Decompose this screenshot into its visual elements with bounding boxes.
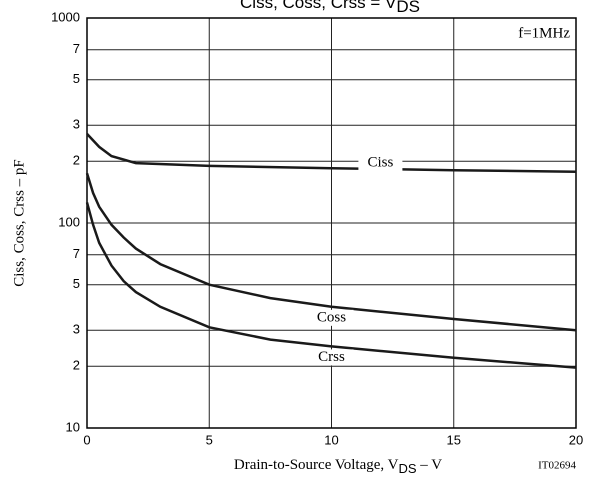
y-tick-label: 7	[73, 246, 80, 261]
x-axis-label: Drain-to-Source Voltage, VDS – V	[234, 457, 442, 476]
x-tick-label: 20	[569, 432, 583, 447]
y-tick-label: 5	[73, 276, 80, 291]
y-tick-label: 10	[66, 419, 80, 434]
series-line	[85, 202, 577, 369]
x-label-sub: DS	[398, 461, 416, 476]
y-tick-label: 2	[73, 358, 80, 373]
series-label: Crss	[318, 349, 345, 365]
y-tick-label: 100	[58, 214, 80, 229]
y-tick-label: 5	[73, 71, 80, 86]
series-line	[85, 172, 577, 332]
title-main: Ciss, Coss, Crss = V	[240, 0, 397, 12]
y-tick-label: 1000	[51, 9, 80, 24]
y-tick-label: 2	[73, 153, 80, 168]
figure-code: IT02694	[538, 460, 576, 472]
y-tick-label: 3	[73, 117, 80, 132]
x-tick-label: 10	[324, 432, 338, 447]
y-tick-label: 3	[73, 322, 80, 337]
y-axis-label: Ciss, Coss, Crss – pF	[11, 159, 27, 287]
chart-title: Ciss, Coss, Crss = VDS	[240, 0, 420, 16]
x-tick-label: 0	[83, 432, 90, 447]
label-bg	[358, 155, 403, 172]
x-tick-label: 15	[447, 432, 461, 447]
series-line	[86, 133, 577, 173]
y-tick-label: 7	[73, 41, 80, 56]
annotation: f=1MHz	[518, 25, 570, 41]
label-bg	[309, 349, 354, 366]
x-label-main: Drain-to-Source Voltage, V	[234, 457, 399, 473]
x-tick-label: 5	[206, 432, 213, 447]
series-label: Coss	[317, 309, 346, 325]
label-bg	[309, 309, 354, 326]
title-sub: DS	[396, 0, 420, 16]
series-label: Ciss	[367, 155, 393, 171]
x-label-unit: – V	[417, 457, 443, 473]
plot-frame	[86, 17, 577, 429]
